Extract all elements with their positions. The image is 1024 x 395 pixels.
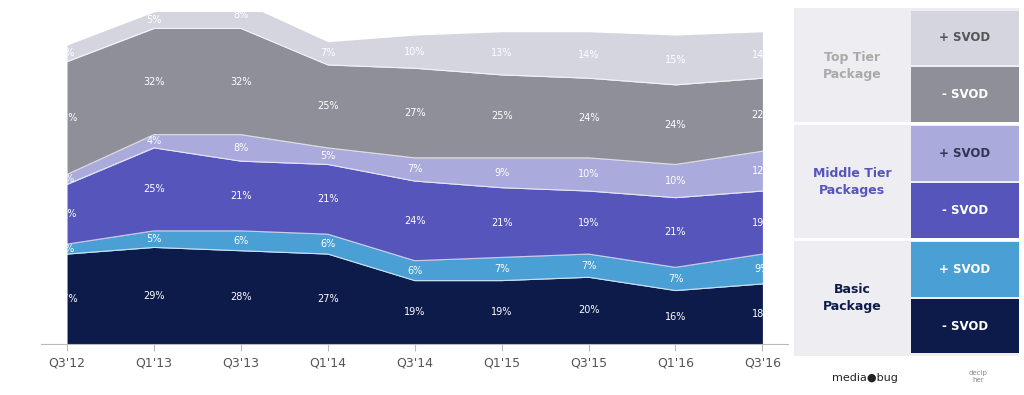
Text: 24%: 24%	[665, 120, 686, 130]
Text: 7%: 7%	[321, 48, 336, 58]
Text: 14%: 14%	[578, 50, 599, 60]
Text: 25%: 25%	[317, 102, 339, 111]
Text: 21%: 21%	[317, 194, 339, 204]
Bar	[794, 242, 1019, 354]
Bar	[910, 11, 1019, 65]
Text: 34%: 34%	[56, 113, 78, 123]
Text: 5%: 5%	[321, 151, 336, 161]
Text: 9%: 9%	[494, 168, 509, 178]
Text: 9%: 9%	[755, 264, 770, 274]
Text: 10%: 10%	[404, 47, 425, 56]
Text: 32%: 32%	[143, 77, 165, 87]
Text: Middle Tier
Packages: Middle Tier Packages	[813, 167, 892, 197]
Text: 19%: 19%	[490, 307, 512, 317]
Text: 24%: 24%	[578, 113, 599, 123]
Text: 10%: 10%	[665, 176, 686, 186]
Bar	[910, 299, 1019, 354]
Bar	[910, 126, 1019, 181]
Text: 13%: 13%	[490, 48, 512, 58]
Text: 22%: 22%	[752, 110, 773, 120]
Text: 15%: 15%	[665, 55, 686, 65]
Text: 12%: 12%	[752, 166, 773, 176]
Text: Top Tier
Package: Top Tier Package	[823, 51, 882, 81]
Text: 27%: 27%	[317, 294, 339, 304]
Text: 3%: 3%	[59, 244, 75, 254]
Text: 19%: 19%	[752, 218, 773, 228]
Text: 7%: 7%	[494, 264, 509, 274]
Text: 3%: 3%	[59, 175, 75, 184]
Text: 7%: 7%	[407, 164, 423, 175]
Text: decip
her: decip her	[969, 370, 987, 383]
Bar	[910, 67, 1019, 122]
Text: 21%: 21%	[230, 191, 252, 201]
Text: 16%: 16%	[665, 312, 686, 322]
Text: 5%: 5%	[146, 15, 162, 25]
Bar	[910, 183, 1019, 237]
Text: 4%: 4%	[146, 136, 162, 146]
Text: 6%: 6%	[408, 266, 422, 276]
Text: 7%: 7%	[581, 261, 596, 271]
Bar	[910, 243, 1019, 297]
Text: 18%: 18%	[752, 309, 773, 319]
Text: 21%: 21%	[665, 228, 686, 237]
Text: + SVOD: + SVOD	[939, 147, 990, 160]
Text: 25%: 25%	[490, 111, 512, 121]
Text: 18%: 18%	[56, 209, 78, 219]
Text: 27%: 27%	[56, 294, 78, 304]
Text: 25%: 25%	[143, 184, 165, 194]
Text: 28%: 28%	[230, 292, 252, 302]
Text: + SVOD: + SVOD	[939, 32, 990, 44]
Text: 19%: 19%	[404, 307, 425, 317]
Text: 24%: 24%	[404, 216, 425, 226]
Text: + SVOD: + SVOD	[939, 263, 990, 276]
Text: 20%: 20%	[578, 305, 599, 316]
Text: 5%: 5%	[59, 48, 75, 58]
Text: 14%: 14%	[752, 50, 773, 60]
Text: - SVOD: - SVOD	[942, 204, 988, 217]
Text: Basic
Package: Basic Package	[823, 282, 882, 312]
Text: 19%: 19%	[578, 218, 599, 228]
Text: 27%: 27%	[403, 108, 426, 118]
Text: 6%: 6%	[233, 236, 249, 246]
Bar	[794, 10, 1019, 122]
Text: 5%: 5%	[146, 234, 162, 244]
Text: 21%: 21%	[490, 218, 512, 228]
Bar	[794, 126, 1019, 237]
Text: 29%: 29%	[143, 291, 165, 301]
Text: 8%: 8%	[233, 10, 249, 20]
Text: - SVOD: - SVOD	[942, 88, 988, 101]
Text: 8%: 8%	[233, 143, 249, 153]
Text: - SVOD: - SVOD	[942, 320, 988, 333]
Text: 6%: 6%	[321, 239, 336, 249]
Text: media●bug: media●bug	[833, 373, 898, 383]
Text: 10%: 10%	[578, 169, 599, 179]
Text: 7%: 7%	[668, 274, 683, 284]
Text: 32%: 32%	[230, 77, 252, 87]
